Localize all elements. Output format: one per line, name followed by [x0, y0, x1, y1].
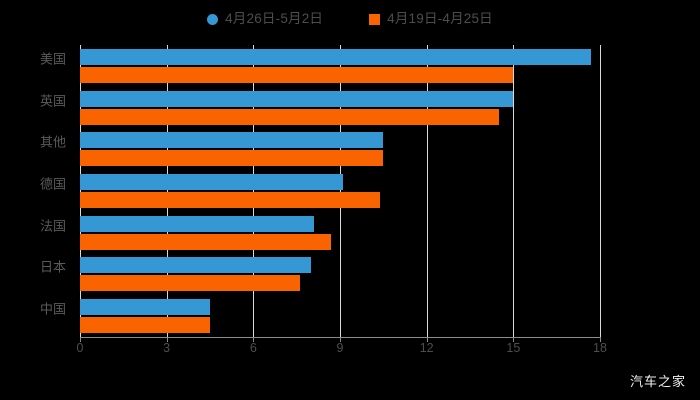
category-label-中国: 中国: [39, 301, 66, 317]
category-row: 美国: [40, 48, 600, 83]
gridline-18: [600, 45, 601, 337]
tick-mark-18: [600, 337, 601, 342]
bar-4月26日-5月2日-日本[interactable]: [80, 257, 312, 274]
gridline-6: [253, 45, 255, 337]
category-row: 法国: [40, 215, 600, 250]
legend-item-0[interactable]: 4月26日-5月2日: [207, 12, 323, 26]
x-tick-label-18: 18: [593, 341, 607, 355]
tick-mark-12: [426, 337, 428, 342]
category-label-其他: 其他: [39, 134, 66, 150]
legend-label-1: 4月19日-4月25日: [387, 11, 493, 27]
gridline-15: [513, 45, 515, 337]
gridline-12: [426, 45, 428, 337]
legend-label-0: 4月26日-5月2日: [225, 11, 324, 27]
watermark: 汽车之家: [629, 374, 686, 389]
category-label-英国: 英国: [39, 93, 66, 109]
x-tick-label-6: 6: [249, 341, 257, 355]
bar-4月26日-5月2日-法国[interactable]: [80, 215, 314, 232]
chart-legend: 4月26日-5月2日 4月19日-4月25日: [0, 6, 700, 32]
square-marker-icon: [369, 13, 381, 25]
bar-4月26日-5月2日-中国[interactable]: [80, 299, 210, 316]
legend-item-1[interactable]: 4月19日-4月25日: [369, 12, 493, 26]
gridline-0: [80, 45, 81, 337]
bar-4月19日-4月25日-日本[interactable]: [80, 275, 300, 292]
x-tick-label-9: 9: [336, 341, 344, 355]
bar-4月19日-4月25日-美国[interactable]: [80, 66, 514, 83]
category-row: 其他: [40, 132, 600, 167]
x-tick-label-12: 12: [419, 341, 434, 355]
bar-4月19日-4月25日-法国[interactable]: [80, 233, 332, 250]
x-tick-label-15: 15: [506, 341, 521, 355]
x-tick-label-0: 0: [76, 341, 84, 355]
category-label-德国: 德国: [39, 176, 66, 192]
category-row: 中国: [40, 299, 600, 334]
tick-mark-9: [340, 337, 341, 342]
bar-4月19日-4月25日-中国[interactable]: [80, 317, 210, 334]
tick-mark-15: [513, 337, 515, 342]
plot-area: 美国英国其他德国法国日本中国: [40, 45, 601, 337]
x-tick-label-3: 3: [163, 341, 171, 355]
bar-4月19日-4月25日-其他[interactable]: [80, 150, 384, 167]
category-label-日本: 日本: [39, 259, 66, 275]
category-label-美国: 美国: [39, 51, 66, 67]
bar-4月19日-4月25日-英国[interactable]: [80, 108, 499, 125]
circle-marker-icon: [207, 13, 219, 25]
category-row: 日本: [40, 257, 600, 292]
category-row: 英国: [40, 90, 600, 125]
tick-mark-3: [166, 337, 168, 342]
gridline-3: [166, 45, 168, 337]
category-row: 德国: [40, 174, 600, 208]
bar-4月26日-5月2日-德国[interactable]: [80, 174, 343, 190]
bar-4月26日-5月2日-美国[interactable]: [80, 48, 592, 65]
bar-4月26日-5月2日-其他[interactable]: [80, 132, 384, 149]
bar-4月19日-4月25日-德国[interactable]: [80, 192, 381, 208]
gridline-9: [340, 45, 341, 337]
tick-mark-0: [80, 337, 81, 342]
category-label-法国: 法国: [39, 218, 66, 234]
tick-mark-6: [253, 337, 255, 342]
bar-4月26日-5月2日-英国[interactable]: [80, 90, 514, 107]
